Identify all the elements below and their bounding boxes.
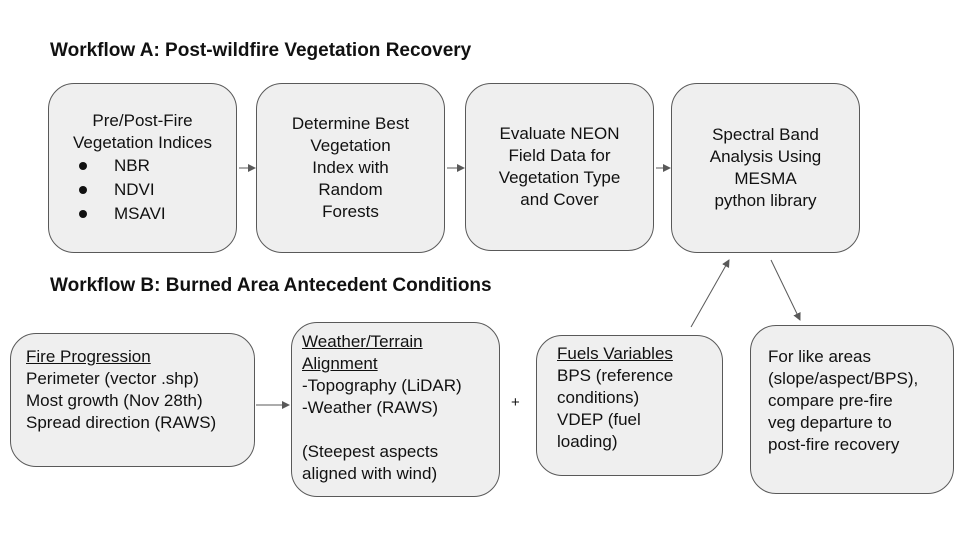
random-forests-box: Determine Best Vegetation Index with Ran… xyxy=(256,83,445,253)
box-heading: Weather/Terrain xyxy=(302,332,423,351)
box-text-line: Perimeter (vector .shp) xyxy=(26,369,199,388)
box-text-line: Evaluate NEON xyxy=(499,124,620,143)
box-text-line: -Topography (LiDAR) xyxy=(302,376,462,395)
neon-field-data-box: Evaluate NEON Field Data for Vegetation … xyxy=(465,83,654,251)
list-item: NBR xyxy=(79,154,166,178)
box-text-line: MESMA xyxy=(734,169,797,188)
box-text-line: loading) xyxy=(557,432,618,451)
arrow-b3-to-a4 xyxy=(690,259,730,328)
box-text-line: Most growth (Nov 28th) xyxy=(26,391,203,410)
box-text-line: post-fire recovery xyxy=(768,435,900,454)
vegetation-indices-list: NBR NDVI MSAVI xyxy=(79,154,166,226)
box-note-line: (Steepest aspects xyxy=(302,442,439,461)
box-text-line: BPS (reference xyxy=(557,366,674,385)
box-heading: Fuels Variables xyxy=(557,344,673,363)
weather-terrain-box: Weather/Terrain Alignment -Topography (L… xyxy=(291,322,500,497)
box-heading: Alignment xyxy=(302,354,378,373)
bullet-icon xyxy=(79,186,87,194)
plus-sign: + xyxy=(511,394,520,411)
box-text-line: Pre/Post-Fire xyxy=(92,111,193,130)
mesma-analysis-box: Spectral Band Analysis Using MESMA pytho… xyxy=(671,83,860,253)
box-text-line: Vegetation Indices xyxy=(73,133,212,152)
index-label: NBR xyxy=(114,156,150,175)
box-text-line: Vegetation xyxy=(310,136,391,155)
bullet-icon xyxy=(79,162,87,170)
box-text-line: VDEP (fuel xyxy=(557,410,641,429)
box-text-line: and Cover xyxy=(520,190,599,209)
workflow-b-title: Workflow B: Burned Area Antecedent Condi… xyxy=(50,275,492,296)
box-text-line: compare pre-fire xyxy=(768,391,893,410)
index-label: NDVI xyxy=(114,180,155,199)
box-text-line: Vegetation Type xyxy=(498,168,621,187)
box-text-line: Field Data for xyxy=(508,146,611,165)
box-text-line: python library xyxy=(714,191,817,210)
compare-recovery-box: For like areas (slope/aspect/BPS), compa… xyxy=(750,325,954,494)
index-label: MSAVI xyxy=(114,204,166,223)
box-text-line: Spread direction (RAWS) xyxy=(26,413,217,432)
box-heading: Fire Progression xyxy=(26,347,151,366)
box-text-line: Analysis Using xyxy=(709,147,822,166)
list-item: NDVI xyxy=(79,178,166,202)
bullet-icon xyxy=(79,210,87,218)
box-text-line: Forests xyxy=(322,202,379,221)
box-text-line: conditions) xyxy=(557,388,640,407)
fuels-variables-box: Fuels Variables BPS (reference condition… xyxy=(536,335,723,476)
box-text-line: veg departure to xyxy=(768,413,892,432)
pre-post-fire-indices-box: Pre/Post-Fire Vegetation Indices NBR NDV… xyxy=(48,83,237,253)
box-text-line: (slope/aspect/BPS), xyxy=(768,369,919,388)
box-note-line: aligned with wind) xyxy=(302,464,438,483)
workflow-a-title: Workflow A: Post-wildfire Vegetation Rec… xyxy=(50,40,472,61)
box-text-line: Index with xyxy=(312,158,389,177)
box-text-line: For like areas xyxy=(768,347,871,366)
box-text-line: Random xyxy=(318,180,383,199)
fire-progression-box: Fire Progression Perimeter (vector .shp)… xyxy=(10,333,255,467)
list-item: MSAVI xyxy=(79,202,166,226)
box-text-line: -Weather (RAWS) xyxy=(302,398,439,417)
box-text-line: Spectral Band xyxy=(712,125,819,144)
arrow-a4-to-b4 xyxy=(770,259,801,321)
box-text-line: Determine Best xyxy=(291,114,410,133)
